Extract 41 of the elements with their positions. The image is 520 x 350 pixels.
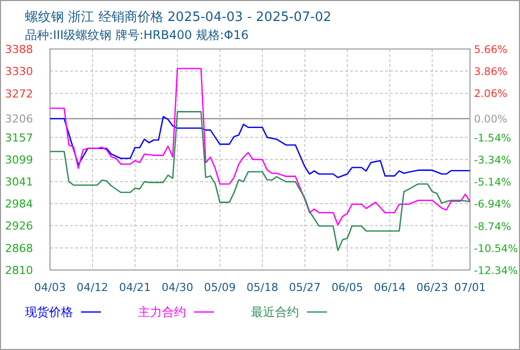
- x-tick-label: 04/30: [162, 281, 194, 294]
- line-series: [49, 111, 471, 252]
- y-tick-label: 3157: [5, 131, 33, 144]
- y-tick-label: 3330: [5, 65, 33, 78]
- chart-title: 螺纹钢 浙江 经销商价格 2025-04-03 - 2025-07-02: [25, 10, 332, 25]
- y2-tick-label: -10.54%: [474, 242, 518, 255]
- line-series: [49, 68, 471, 226]
- x-tick-label: 04/03: [34, 281, 66, 294]
- x-tick-label: 05/09: [204, 281, 236, 294]
- y2-tick-label: -8.74%: [474, 220, 512, 233]
- x-tick-label: 06/05: [331, 281, 364, 294]
- x-tick-label: 06/14: [374, 281, 406, 294]
- y-tick-label: 3388: [5, 43, 33, 56]
- x-tick-label: 04/21: [119, 281, 151, 294]
- y-tick-label: 3099: [5, 154, 33, 166]
- y2-tick-label: -3.34%: [474, 154, 512, 166]
- legend-label: 最近合约: [251, 305, 299, 319]
- x-tick-label: 06/23: [416, 281, 448, 294]
- y2-tick-label: -12.34%: [474, 265, 518, 277]
- y-tick-label: 2984: [5, 197, 33, 210]
- y-tick-label: 3272: [5, 87, 33, 100]
- y2-tick-label: 3.86%: [474, 66, 508, 78]
- y-tick-label: 2868: [5, 242, 33, 255]
- legend-label: 现货价格: [25, 305, 73, 319]
- x-tick-label: 04/12: [76, 281, 108, 294]
- x-tick-label: 07/01: [454, 281, 486, 294]
- y-tick-label: 2926: [5, 220, 33, 233]
- y2-tick-label: 2.06%: [474, 88, 508, 100]
- y2-tick-label: 5.66%: [474, 44, 508, 56]
- line-series: [49, 116, 471, 178]
- y-tick-label: 2810: [5, 264, 33, 277]
- y2-tick-label: -5.14%: [474, 176, 512, 189]
- legend-label: 主力合约: [138, 305, 186, 319]
- y2-tick-label: 0.00%: [474, 113, 508, 126]
- x-tick-label: 05/27: [288, 281, 321, 294]
- x-tick-label: 05/18: [246, 281, 278, 294]
- y-tick-label: 3041: [5, 176, 33, 189]
- y-tick-label: 3206: [5, 112, 33, 126]
- chart-subtitle: 品种:III级螺纹钢 牌号:HRB400 规格:Φ16: [25, 28, 249, 42]
- y2-tick-label: -6.94%: [474, 198, 512, 211]
- y2-tick-label: -1.54%: [474, 132, 512, 144]
